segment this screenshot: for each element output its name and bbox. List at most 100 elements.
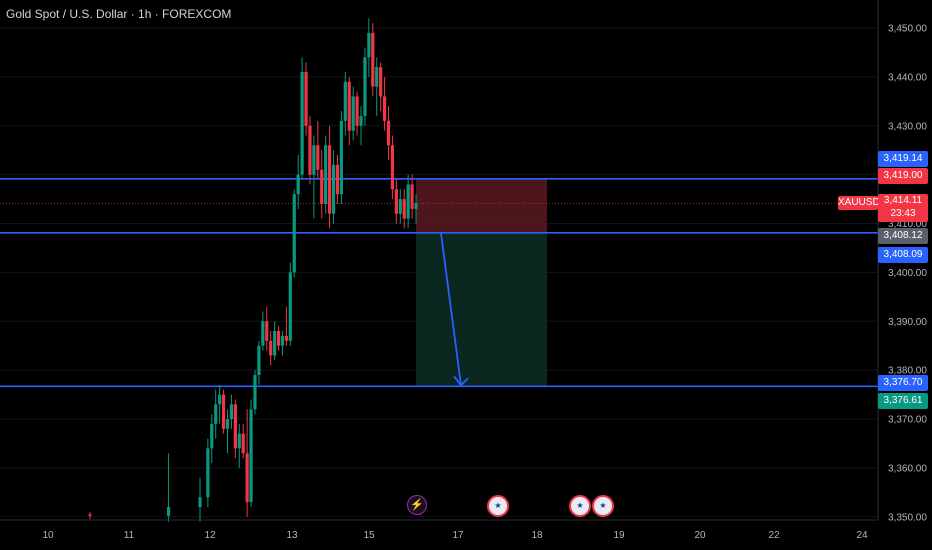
candle-body bbox=[351, 96, 355, 131]
price-tag-lower-blue: 3,408.09 bbox=[878, 247, 928, 263]
candle-body bbox=[273, 331, 277, 356]
candle-body bbox=[296, 174, 300, 195]
candle-body bbox=[166, 507, 171, 516]
candle-body bbox=[229, 404, 234, 420]
y-tick-label: 3,400.00 bbox=[888, 268, 927, 279]
candle-body bbox=[245, 453, 249, 503]
candle-body bbox=[288, 272, 292, 341]
price-tag-upper-red: 3,419.00 bbox=[878, 168, 928, 184]
candle-body bbox=[292, 194, 296, 273]
x-tick-label: 20 bbox=[694, 530, 706, 541]
candle-body bbox=[304, 71, 308, 126]
x-tick-label: 13 bbox=[286, 530, 298, 541]
candle-body bbox=[261, 321, 265, 346]
y-tick-label: 3,440.00 bbox=[888, 72, 927, 83]
candle-body bbox=[347, 81, 351, 131]
y-tick-label: 3,390.00 bbox=[888, 317, 927, 328]
candle-body bbox=[284, 335, 288, 341]
candle-body bbox=[300, 71, 304, 175]
candle-body bbox=[206, 448, 210, 498]
x-tick-label: 17 bbox=[452, 530, 464, 541]
us-flag-icon[interactable]: ★ bbox=[592, 495, 614, 517]
candle-body bbox=[233, 404, 237, 449]
us-flag-icon[interactable]: ★ bbox=[487, 495, 509, 517]
candle-body bbox=[198, 497, 202, 508]
candle-body bbox=[253, 375, 257, 410]
projection-arrow[interactable] bbox=[440, 233, 469, 387]
candle-body bbox=[210, 423, 214, 449]
candle-body bbox=[320, 169, 324, 204]
candle-body bbox=[343, 81, 347, 121]
candle-body bbox=[249, 409, 253, 503]
x-tick-label: 22 bbox=[768, 530, 780, 541]
price-tag-target-green: 3,376.61 bbox=[878, 393, 928, 409]
candle-body bbox=[331, 164, 336, 214]
chart-title: Gold Spot / U.S. Dollar · 1h · FOREXCOM bbox=[6, 7, 232, 21]
y-tick-label: 3,450.00 bbox=[888, 24, 927, 35]
candle-body bbox=[276, 331, 281, 346]
price-tag-target-blue: 3,376.70 bbox=[878, 375, 928, 391]
candle-body bbox=[265, 321, 269, 341]
candle-body bbox=[316, 145, 320, 170]
candle-body bbox=[237, 433, 241, 449]
y-tick-label: 3,410.00 bbox=[888, 219, 927, 230]
take-profit-zone bbox=[416, 232, 547, 387]
trade-zones bbox=[416, 178, 547, 387]
candle-body bbox=[359, 115, 363, 126]
candle-body bbox=[355, 96, 359, 126]
candle-body bbox=[367, 32, 371, 58]
candle-body bbox=[324, 145, 328, 204]
x-tick-label: 12 bbox=[204, 530, 216, 541]
candle-body bbox=[414, 203, 418, 209]
candle-body bbox=[410, 184, 414, 209]
arrow-head bbox=[453, 375, 469, 387]
candle-body bbox=[402, 199, 406, 219]
candle-body bbox=[406, 184, 410, 219]
y-tick-label: 3,430.00 bbox=[888, 121, 927, 132]
arrow-shaft bbox=[440, 233, 462, 386]
x-tick-label: 18 bbox=[531, 530, 543, 541]
y-tick-label: 3,370.00 bbox=[888, 415, 927, 426]
candle-body bbox=[269, 340, 273, 356]
candle-body bbox=[312, 145, 316, 175]
candle-body bbox=[390, 145, 395, 190]
x-tick-label: 15 bbox=[363, 530, 375, 541]
symbol-tag: XAUUSD bbox=[838, 196, 880, 210]
x-tick-label: 10 bbox=[42, 530, 54, 541]
us-flag-icon[interactable]: ★ bbox=[569, 495, 591, 517]
price-axis[interactable]: 3,350.00 3,360.00 3,370.00 3,380.00 3,390.00… bbox=[877, 0, 927, 523]
level-lines[interactable] bbox=[0, 178, 878, 388]
y-tick-label: 3,350.00 bbox=[888, 512, 927, 523]
time-axis[interactable]: 10 11 12 13 15 17 18 19 20 22 24 bbox=[0, 519, 878, 541]
candle-countdown: 23:43 bbox=[890, 208, 916, 219]
candlestick-series bbox=[88, 18, 418, 522]
candle-body bbox=[328, 145, 332, 214]
candle-body bbox=[339, 120, 343, 195]
x-tick-label: 11 bbox=[124, 530, 135, 541]
candle-body bbox=[335, 164, 340, 195]
candle-body bbox=[394, 189, 398, 214]
candle-body bbox=[241, 433, 245, 454]
candle-body bbox=[398, 199, 402, 214]
current-price-value: 3,414.11 bbox=[883, 195, 923, 206]
lightning-icon[interactable]: ⚡ bbox=[407, 495, 427, 515]
candle-body bbox=[308, 125, 312, 175]
candle-body bbox=[363, 57, 367, 116]
candle-body bbox=[218, 394, 222, 405]
candle-body bbox=[280, 335, 285, 346]
candle-body bbox=[88, 514, 92, 516]
x-tick-label: 24 bbox=[856, 530, 868, 541]
candle-body bbox=[225, 419, 230, 429]
y-tick-label: 3,360.00 bbox=[888, 463, 927, 474]
price-tag-upper-blue: 3,419.14 bbox=[878, 151, 928, 167]
stop-loss-zone bbox=[416, 178, 547, 233]
current-price-tag: 3,414.11 23:43 bbox=[878, 194, 928, 222]
candle-body bbox=[371, 32, 375, 87]
candle-body bbox=[379, 67, 383, 97]
x-tick-label: 19 bbox=[613, 530, 625, 541]
candle-body bbox=[375, 67, 379, 87]
candle-body bbox=[386, 120, 391, 146]
candle-body bbox=[257, 345, 261, 376]
y-tick-label: 3,380.00 bbox=[888, 366, 927, 377]
